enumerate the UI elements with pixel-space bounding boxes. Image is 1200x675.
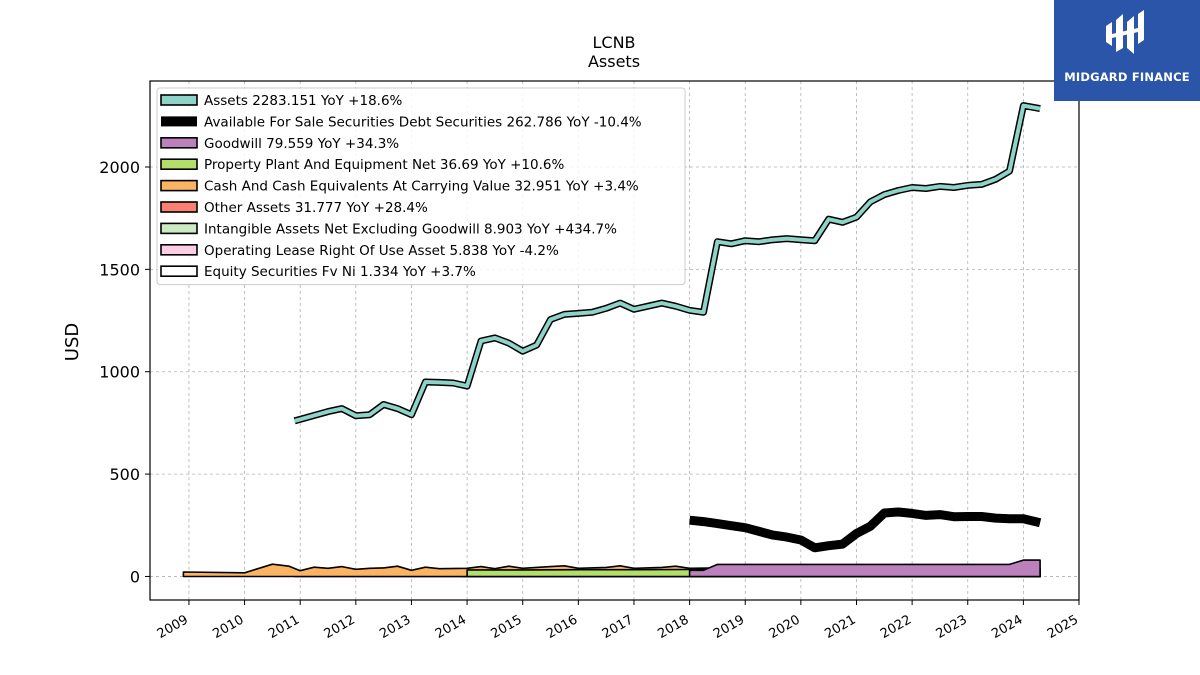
x-tick-label: 2018 — [655, 612, 691, 642]
legend-swatch-operating-lease-right-of-use-asset — [160, 244, 198, 256]
legend-label-goodwill: Goodwill 79.559 YoY +34.3% — [204, 136, 399, 152]
x-tick-label: 2017 — [600, 612, 636, 642]
legend-swatch-equity-securities-fv-ni — [160, 265, 198, 278]
legend: Assets 2283.151 YoY +18.6% Available For … — [156, 87, 686, 286]
x-tick-label: 2013 — [377, 612, 413, 642]
x-tick-label: 2025 — [1045, 612, 1081, 642]
brand-name: MIDGARD FINANCE — [1064, 70, 1190, 84]
legend-swatch-property-plant-and-equipment-net — [160, 158, 198, 170]
legend-swatch-available-for-sale-securities-debt-securities — [161, 116, 197, 127]
legend-label-equity-securities-fv-ni: Equity Securities Fv Ni 1.334 YoY +3.7% — [204, 264, 476, 280]
legend-box — [156, 87, 686, 286]
legend-swatch-other-assets — [160, 201, 198, 213]
legend-label-available-for-sale-securities-debt-securities: Available For Sale Securities Debt Secur… — [204, 114, 642, 130]
chart-subtitle: Assets — [588, 52, 640, 71]
y-axis-label: USD — [62, 323, 83, 361]
legend-label-other-assets: Other Assets 31.777 YoY +28.4% — [204, 200, 428, 216]
x-tick-label: 2014 — [433, 612, 469, 642]
series-line-available-for-sale-securities-debt-securities — [689, 507, 1042, 553]
legend-swatch-goodwill — [160, 137, 198, 149]
x-tick-label: 2024 — [989, 612, 1025, 642]
legend-label-cash-and-cash-equivalents-at-carrying-value: Cash And Cash Equivalents At Carrying Va… — [204, 179, 639, 195]
legend-label-property-plant-and-equipment-net: Property Plant And Equipment Net 36.69 Y… — [204, 157, 564, 173]
legend-swatch-assets — [160, 94, 198, 106]
series-area-goodwill — [688, 559, 1041, 578]
x-tick-label: 2021 — [822, 612, 858, 642]
legend-label-intangible-assets-net-excluding-goodwill: Intangible Assets Net Excluding Goodwill… — [204, 221, 617, 237]
midgard-logo-icon — [1106, 10, 1144, 54]
brand-logo: MIDGARD FINANCE — [1054, 0, 1200, 101]
legend-label-assets: Assets 2283.151 YoY +18.6% — [204, 93, 403, 109]
x-tick-label: 2009 — [155, 612, 191, 642]
x-tick-label: 2023 — [934, 612, 970, 642]
y-tick-label: 2000 — [99, 158, 140, 177]
y-tick-label: 1000 — [99, 363, 140, 382]
x-tick-label: 2012 — [322, 612, 358, 642]
y-tick-label: 0 — [130, 567, 140, 586]
x-tick-label: 2011 — [266, 612, 302, 642]
x-tick-label: 2015 — [489, 612, 525, 642]
series-line-assets — [294, 103, 1041, 423]
y-tick-label: 500 — [109, 465, 140, 484]
legend-swatch-cash-and-cash-equivalents-at-carrying-value — [160, 179, 198, 192]
legend-label-operating-lease-right-of-use-asset: Operating Lease Right Of Use Asset 5.838… — [204, 243, 559, 259]
y-tick-label: 1500 — [99, 260, 140, 279]
chart-title: LCNB — [592, 33, 635, 52]
plot-frame — [149, 80, 1080, 601]
legend-swatch-intangible-assets-net-excluding-goodwill — [160, 222, 198, 235]
x-tick-label: 2020 — [767, 612, 803, 642]
x-tick-label: 2010 — [210, 612, 246, 642]
x-tick-label: 2019 — [711, 612, 747, 642]
plot-area — [182, 102, 1042, 578]
x-tick-label: 2016 — [544, 612, 580, 642]
x-tick-label: 2022 — [878, 612, 914, 642]
